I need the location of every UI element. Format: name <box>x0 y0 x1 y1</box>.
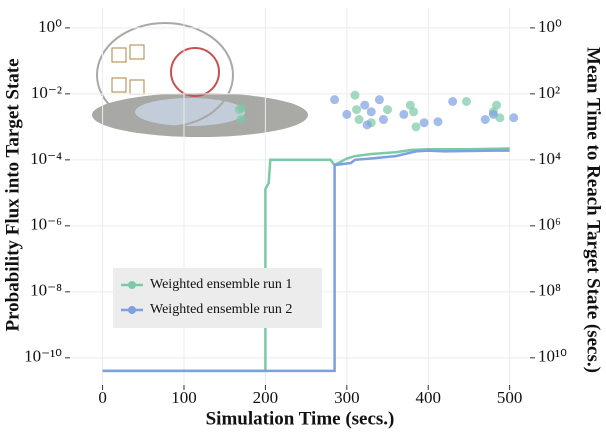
y2-tick-label: 10¹⁰ <box>538 347 567 366</box>
y-axis-title: Probability Flux into Target State <box>2 58 23 331</box>
legend-marker <box>128 306 136 314</box>
y-tick-label: 10⁻⁶ <box>30 215 62 234</box>
x-tick-label: 400 <box>415 388 441 407</box>
scatter-point <box>448 96 458 106</box>
series-line <box>102 149 510 373</box>
y2-tick-label: 10² <box>538 83 560 102</box>
scatter-point <box>342 109 352 119</box>
scatter-point <box>378 115 388 125</box>
scatter-point <box>354 115 364 125</box>
inset-illustration <box>92 22 308 137</box>
y2-tick-label: 10⁶ <box>538 215 561 234</box>
scatter-point <box>362 120 372 130</box>
scatter-point <box>488 109 498 119</box>
scatter-point <box>330 95 340 105</box>
scatter-point <box>399 109 409 119</box>
scatter-point <box>350 90 360 100</box>
scatter-point <box>383 105 393 115</box>
x-tick-label: 100 <box>171 388 197 407</box>
scatter-point <box>405 100 415 110</box>
scatter-point <box>461 96 471 106</box>
scatter-point <box>509 113 519 123</box>
x-tick-label: 200 <box>253 388 279 407</box>
scatter-point <box>492 100 502 110</box>
legend-box <box>113 268 322 328</box>
y-tick-label: 10⁻² <box>31 83 62 102</box>
scatter-point <box>480 115 490 125</box>
y-tick-label: 10⁻⁴ <box>30 149 62 168</box>
y-tick-label: 10⁻¹⁰ <box>24 347 62 366</box>
scatter-point <box>409 107 419 117</box>
scatter-point <box>360 100 370 110</box>
plot-area <box>102 90 519 373</box>
legend-label: Weighted ensemble run 1 <box>150 277 292 292</box>
legend: Weighted ensemble run 1 Weighted ensemble… <box>113 268 322 328</box>
scatter-point <box>237 103 247 113</box>
scatter-point <box>236 115 246 125</box>
series-line <box>102 147 510 373</box>
y-tick-label: 10⁰ <box>38 17 62 36</box>
legend-label: Weighted ensemble run 2 <box>150 302 292 317</box>
y2-tick-label: 10⁸ <box>538 281 561 300</box>
scatter-point <box>419 118 429 128</box>
y2-tick-label: 10⁰ <box>538 17 562 36</box>
x-tick-label: 500 <box>497 388 523 407</box>
scatter-point <box>433 117 443 127</box>
scatter-point <box>374 95 384 105</box>
legend-marker <box>128 281 136 289</box>
x-tick-label: 0 <box>98 388 107 407</box>
y2-axis-title: Mean Time to Reach Target State (secs.) <box>583 47 604 373</box>
x-axis-title: Simulation Time (secs.) <box>206 408 395 429</box>
scatter-point <box>366 107 376 117</box>
y2-tick-label: 10⁴ <box>538 149 561 168</box>
scatter-point <box>411 122 421 132</box>
grid <box>70 8 530 385</box>
y-tick-label: 10⁻⁸ <box>30 281 62 300</box>
scatter-point <box>352 105 362 115</box>
x-tick-label: 300 <box>334 388 360 407</box>
